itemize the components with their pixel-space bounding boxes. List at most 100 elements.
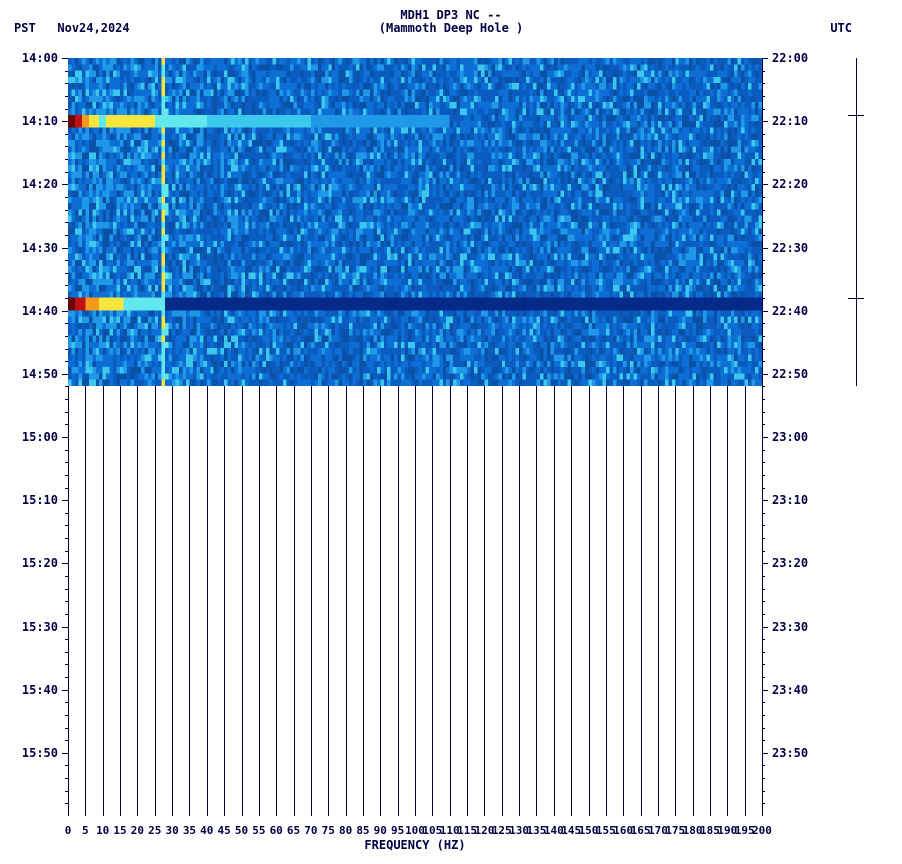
y-minor-tick (762, 159, 765, 160)
y-tick (762, 121, 768, 122)
y-minor-tick (65, 71, 68, 72)
y-minor-tick (762, 803, 765, 804)
y-tick (62, 374, 68, 375)
y-tick (62, 563, 68, 564)
y-tick-label: 23:20 (772, 556, 808, 570)
x-tick-label: 50 (235, 824, 248, 837)
x-tick-label: 35 (183, 824, 196, 837)
y-minor-tick (65, 715, 68, 716)
y-minor-tick (65, 677, 68, 678)
y-axis-right-utc: 22:0022:1022:2022:3022:4022:5023:0023:10… (762, 58, 842, 816)
y-tick-label: 14:40 (22, 304, 58, 318)
amplitude-scale-bar (856, 58, 857, 386)
y-tick-label: 14:00 (22, 51, 58, 65)
tz-right: UTC (830, 21, 852, 35)
y-tick-label: 15:50 (22, 746, 58, 760)
spectrogram-data-region (68, 58, 762, 386)
y-tick (762, 311, 768, 312)
y-tick-label: 22:30 (772, 241, 808, 255)
y-minor-tick (65, 260, 68, 261)
y-minor-tick (65, 298, 68, 299)
x-tick-label: 60 (270, 824, 283, 837)
x-tick-label: 20 (131, 824, 144, 837)
y-minor-tick (65, 513, 68, 514)
x-tick-label: 0 (65, 824, 72, 837)
y-minor-tick (762, 765, 765, 766)
y-minor-tick (762, 525, 765, 526)
x-axis-frequency: FREQUENCY (HZ) 0510152025303540455055606… (68, 816, 762, 856)
y-minor-tick (762, 576, 765, 577)
y-tick (762, 690, 768, 691)
y-minor-tick (762, 349, 765, 350)
y-minor-tick (762, 475, 765, 476)
y-tick (62, 184, 68, 185)
y-axis-left-pst: 14:0014:1014:2014:3014:4014:5015:0015:10… (0, 58, 68, 816)
y-tick (762, 374, 768, 375)
x-tick-label: 45 (218, 824, 231, 837)
y-minor-tick (65, 576, 68, 577)
y-minor-tick (762, 96, 765, 97)
x-tick-label: 75 (322, 824, 335, 837)
y-tick-label: 15:20 (22, 556, 58, 570)
x-tick-label: 95 (391, 824, 404, 837)
y-minor-tick (65, 336, 68, 337)
x-tick-label: 200 (752, 824, 772, 837)
event-marker (848, 298, 864, 299)
y-tick (62, 437, 68, 438)
y-tick (62, 500, 68, 501)
y-tick-label: 23:40 (772, 683, 808, 697)
y-minor-tick (762, 740, 765, 741)
y-minor-tick (762, 538, 765, 539)
y-minor-tick (762, 513, 765, 514)
x-tick-label: 90 (374, 824, 387, 837)
y-minor-tick (65, 525, 68, 526)
y-minor-tick (762, 399, 765, 400)
y-minor-tick (65, 134, 68, 135)
y-minor-tick (762, 589, 765, 590)
y-minor-tick (65, 664, 68, 665)
y-minor-tick (65, 462, 68, 463)
y-minor-tick (762, 488, 765, 489)
y-minor-tick (762, 462, 765, 463)
title-line1: MDH1 DP3 NC -- (400, 8, 501, 22)
y-minor-tick (65, 109, 68, 110)
y-minor-tick (762, 210, 765, 211)
y-minor-tick (762, 791, 765, 792)
y-tick-label: 23:00 (772, 430, 808, 444)
y-tick-label: 23:50 (772, 746, 808, 760)
y-minor-tick (762, 601, 765, 602)
event-marker (848, 115, 864, 116)
y-minor-tick (65, 450, 68, 451)
y-minor-tick (65, 222, 68, 223)
x-tick-label: 85 (356, 824, 369, 837)
x-tick-label: 15 (113, 824, 126, 837)
y-minor-tick (65, 702, 68, 703)
y-minor-tick (65, 146, 68, 147)
y-tick (62, 690, 68, 691)
y-minor-tick (65, 361, 68, 362)
y-minor-tick (65, 412, 68, 413)
y-minor-tick (65, 791, 68, 792)
y-minor-tick (762, 450, 765, 451)
y-tick (762, 753, 768, 754)
y-minor-tick (762, 652, 765, 653)
y-tick-label: 14:50 (22, 367, 58, 381)
y-tick-label: 14:20 (22, 177, 58, 191)
y-tick-label: 15:30 (22, 620, 58, 634)
y-minor-tick (762, 235, 765, 236)
y-minor-tick (762, 146, 765, 147)
y-minor-tick (762, 298, 765, 299)
y-minor-tick (762, 273, 765, 274)
y-minor-tick (65, 538, 68, 539)
y-minor-tick (65, 159, 68, 160)
spectrogram-plot (68, 58, 762, 816)
y-tick (762, 627, 768, 628)
y-minor-tick (762, 778, 765, 779)
y-minor-tick (65, 652, 68, 653)
y-tick (62, 58, 68, 59)
y-minor-tick (65, 614, 68, 615)
y-minor-tick (65, 386, 68, 387)
y-tick-label: 23:10 (772, 493, 808, 507)
y-tick (62, 248, 68, 249)
y-minor-tick (65, 83, 68, 84)
